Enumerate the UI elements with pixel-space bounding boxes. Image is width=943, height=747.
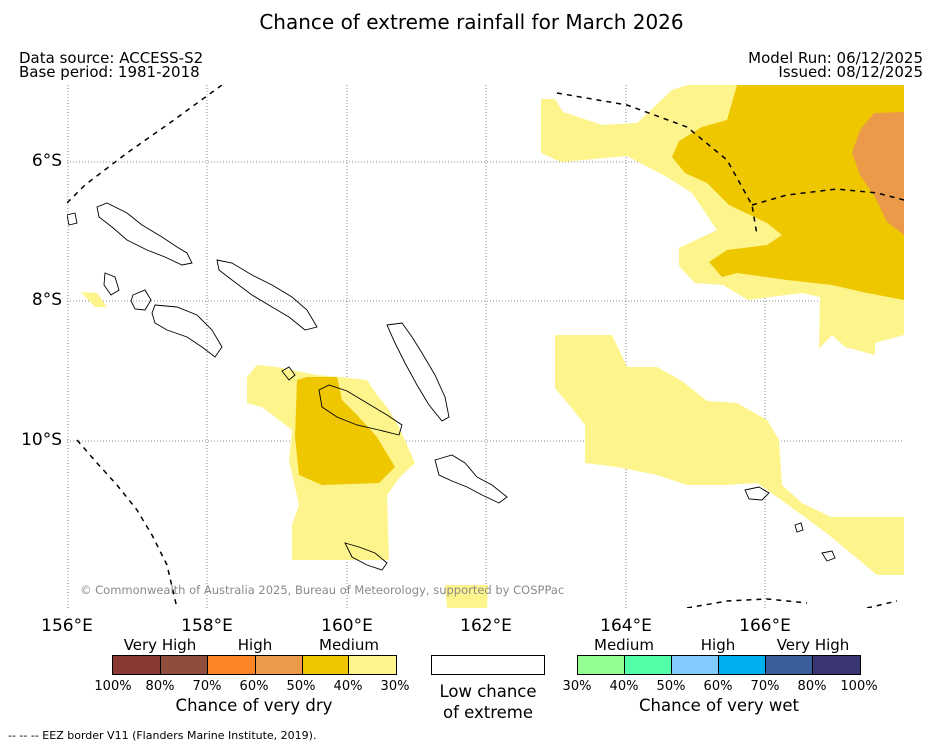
island-kolombangara xyxy=(130,289,152,311)
dry-category-very-high: Very High xyxy=(123,636,197,654)
region-south-islet-light xyxy=(445,585,488,608)
data-source-label: Data source: ACCESS-S2 xyxy=(19,49,204,67)
island-vanikoro xyxy=(821,550,836,562)
copyright-notice: © Commonwealth of Australia 2025, Bureau… xyxy=(80,583,565,597)
eez-border-southwest xyxy=(76,439,178,608)
lon-label-158: 158°E xyxy=(181,616,233,636)
high-dry-regions xyxy=(852,112,904,235)
map-svg xyxy=(67,85,904,608)
wet-pct-30: 30% xyxy=(562,679,592,694)
region-east-light xyxy=(555,335,904,575)
island-vella-lavella xyxy=(103,272,120,296)
dry-swatch-1 xyxy=(112,655,161,675)
lon-label-162: 162°E xyxy=(460,616,512,636)
dry-swatch-6 xyxy=(348,655,397,675)
wet-pct-70: 70% xyxy=(750,679,780,694)
island-santa-cruz xyxy=(744,486,770,501)
island-santa-isabel xyxy=(386,322,450,422)
island-bougainville xyxy=(96,202,193,266)
issued-label: Issued: 08/12/2025 xyxy=(778,63,923,81)
lon-label-166: 166°E xyxy=(739,616,791,636)
dry-category-high: High xyxy=(237,636,273,654)
dry-swatch-2 xyxy=(160,655,209,675)
region-central-dark xyxy=(295,377,395,485)
wet-pct-100: 100% xyxy=(840,679,878,694)
eez-border-south xyxy=(686,598,808,608)
wet-pct-80: 80% xyxy=(797,679,827,694)
rainfall-map xyxy=(67,85,904,608)
eez-borders xyxy=(67,85,904,608)
dry-pct-50: 50% xyxy=(286,679,316,694)
wet-category-high: High xyxy=(700,636,736,654)
chart-title: Chance of extreme rainfall for March 202… xyxy=(259,10,684,34)
eez-border-northeast xyxy=(751,188,904,206)
eez-border-southeast xyxy=(866,600,898,608)
wet-pct-60: 60% xyxy=(703,679,733,694)
lon-label-160: 160°E xyxy=(321,616,373,636)
eez-footnote: -- -- -- EEZ border V11 (Flanders Marine… xyxy=(8,729,317,742)
dry-pct-100: 100% xyxy=(94,679,132,694)
low-chance-line2: of extreme xyxy=(442,703,534,722)
wet-pct-50: 50% xyxy=(656,679,686,694)
island-new-georgia xyxy=(151,304,223,358)
base-period-label: Base period: 1981-2018 xyxy=(19,63,200,81)
wet-pct-40: 40% xyxy=(609,679,639,694)
low-chance-swatch xyxy=(431,655,545,675)
island-makira xyxy=(344,542,388,571)
dry-pct-30: 30% xyxy=(380,679,410,694)
wet-swatch-5 xyxy=(765,655,814,675)
lat-label-10s: 10°S xyxy=(21,430,62,450)
dry-pct-80: 80% xyxy=(145,679,175,694)
lon-label-156: 156°E xyxy=(41,616,93,636)
wet-swatch-2 xyxy=(624,655,673,675)
dry-category-medium: Medium xyxy=(319,636,379,654)
lat-label-8s: 8°S xyxy=(31,290,62,310)
wet-swatch-3 xyxy=(671,655,720,675)
island-utupua xyxy=(794,522,804,533)
eez-border-northwest xyxy=(67,85,223,204)
region-west-islet-light xyxy=(81,292,107,307)
wet-caption: Chance of very wet xyxy=(639,696,799,715)
island-choiseul xyxy=(216,259,318,331)
eez-border-north xyxy=(556,92,758,236)
wet-category-very-high: Very High xyxy=(776,636,850,654)
dry-swatch-3 xyxy=(207,655,256,675)
lat-label-6s: 6°S xyxy=(31,151,62,171)
lon-label-164: 164°E xyxy=(600,616,652,636)
medium-dry-dark-regions xyxy=(295,85,904,485)
wet-category-medium: Medium xyxy=(594,636,654,654)
island-shortland xyxy=(67,212,78,226)
dry-pct-70: 70% xyxy=(192,679,222,694)
wet-swatch-1 xyxy=(577,655,626,675)
region-northeast-high xyxy=(852,112,904,235)
island-nggela xyxy=(281,366,296,381)
low-chance-line1: Low chance xyxy=(439,682,537,701)
dry-caption: Chance of very dry xyxy=(175,696,333,715)
wet-swatch-6 xyxy=(812,655,861,675)
region-northeast-dark xyxy=(672,85,904,300)
dry-pct-40: 40% xyxy=(333,679,363,694)
dry-pct-60: 60% xyxy=(239,679,269,694)
model-run-label: Model Run: 06/12/2025 xyxy=(748,49,923,67)
dry-swatch-5 xyxy=(302,655,351,675)
island-guadalcanal xyxy=(318,384,403,436)
island-malaita xyxy=(434,454,508,504)
wet-swatch-4 xyxy=(718,655,767,675)
dry-swatch-4 xyxy=(255,655,304,675)
coastlines xyxy=(67,202,836,571)
